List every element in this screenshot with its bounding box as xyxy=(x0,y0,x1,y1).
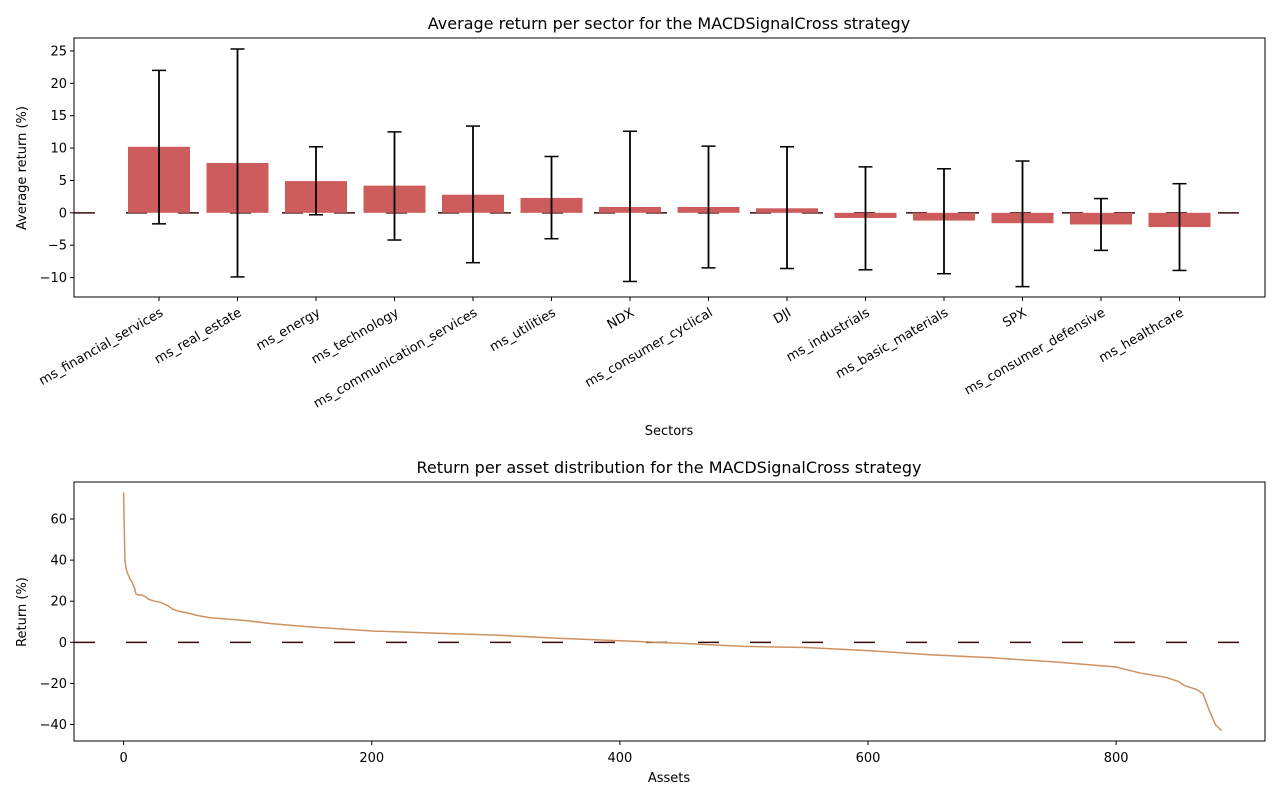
sector-chart-title: Average return per sector for the MACDSi… xyxy=(428,14,910,33)
sector-x-tick-label: ms_consumer_defensive xyxy=(962,305,1108,398)
asset-return-line xyxy=(122,492,1223,732)
asset-y-tick-label: −40 xyxy=(40,718,67,733)
asset-y-tick-label: 20 xyxy=(50,595,67,610)
asset-x-ticks: 0 200 400 600 800 xyxy=(119,741,1129,766)
asset-y-axis-label: Return (%) xyxy=(15,577,30,647)
sector-x-axis-label: Sectors xyxy=(645,424,694,439)
sector-x-tick-label: DJI xyxy=(771,305,794,327)
asset-plot-frame xyxy=(73,481,1266,742)
sector-x-tick-label: SPX xyxy=(1000,305,1029,331)
sector-y-ticks: −10 −5 0 5 10 15 20 25 xyxy=(40,44,74,286)
sector-y-tick-label: 0 xyxy=(59,206,67,221)
asset-y-ticks: −40 −20 0 20 40 60 xyxy=(40,513,74,733)
sector-x-tick-label: ms_energy xyxy=(254,305,323,354)
asset-chart-title: Return per asset distribution for the MA… xyxy=(416,458,921,477)
sector-x-tick-label: ms_financial_services xyxy=(37,305,167,388)
sector-chart: Average return per sector for the MACDSi… xyxy=(15,14,1266,439)
sector-y-tick-label: −10 xyxy=(40,271,67,286)
asset-x-axis-label: Assets xyxy=(648,771,691,786)
sector-error-bars xyxy=(152,48,1187,288)
sector-x-tick-label: ms_utilities xyxy=(487,305,558,355)
sector-y-tick-label: 20 xyxy=(50,77,67,92)
asset-x-tick-label: 0 xyxy=(119,751,127,766)
sector-x-tick-label: ms_consumer_cyclical xyxy=(583,305,716,390)
sector-x-tick-label: ms_real_estate xyxy=(152,305,244,367)
sector-y-tick-label: −5 xyxy=(48,239,67,254)
asset-y-tick-label: 40 xyxy=(50,554,67,569)
sector-y-tick-label: 25 xyxy=(50,44,67,59)
sector-y-axis-label: Average return (%) xyxy=(15,106,30,230)
asset-x-tick-label: 800 xyxy=(1104,751,1129,766)
asset-y-tick-label: −20 xyxy=(40,677,67,692)
asset-chart: Return per asset distribution for the MA… xyxy=(15,458,1266,786)
sector-x-tick-label: ms_healthcare xyxy=(1096,305,1186,366)
sector-y-tick-label: 5 xyxy=(59,174,67,189)
sector-y-tick-label: 15 xyxy=(50,109,67,124)
sector-x-tick-label: NDX xyxy=(605,305,637,332)
asset-x-tick-label: 200 xyxy=(359,751,384,766)
asset-x-tick-label: 400 xyxy=(607,751,632,766)
asset-y-tick-label: 60 xyxy=(50,513,67,528)
sector-y-tick-label: 10 xyxy=(50,142,67,157)
sector-bars xyxy=(128,146,1211,228)
sector-plot-frame xyxy=(73,37,1266,298)
asset-y-tick-label: 0 xyxy=(59,636,67,651)
asset-x-tick-label: 600 xyxy=(856,751,881,766)
